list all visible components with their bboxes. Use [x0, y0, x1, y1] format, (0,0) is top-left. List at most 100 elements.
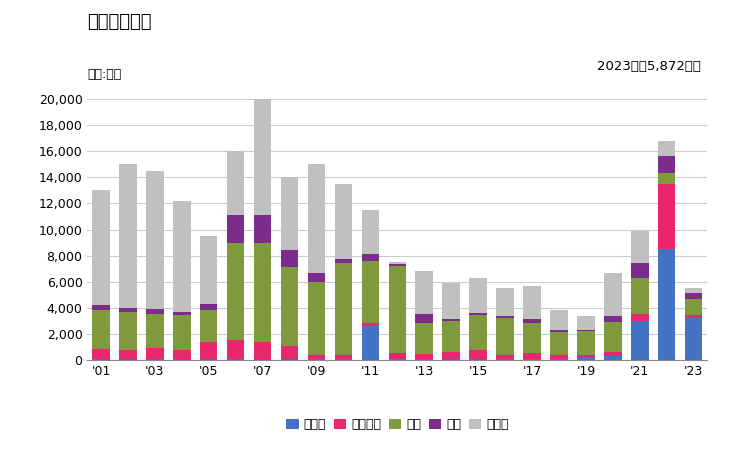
Bar: [227, 243, 244, 341]
Bar: [200, 304, 217, 310]
Bar: [92, 190, 109, 305]
Bar: [658, 157, 676, 173]
Bar: [335, 359, 352, 360]
Text: 単位:トン: 単位:トン: [87, 68, 122, 81]
Bar: [685, 318, 703, 360]
Bar: [685, 299, 703, 315]
Bar: [604, 321, 622, 351]
Bar: [631, 315, 649, 321]
Bar: [685, 288, 703, 293]
Bar: [362, 210, 379, 254]
Bar: [416, 354, 433, 359]
Bar: [496, 316, 514, 318]
Bar: [550, 356, 568, 359]
Bar: [119, 164, 136, 308]
Bar: [443, 359, 460, 360]
Bar: [577, 357, 595, 360]
Bar: [604, 315, 622, 321]
Bar: [469, 315, 487, 350]
Legend: インド, ベトナム, 中国, 台湾, その他: インド, ベトナム, 中国, 台湾, その他: [281, 413, 513, 436]
Bar: [389, 266, 406, 354]
Text: 2023年：5,872トン: 2023年：5,872トン: [597, 60, 701, 73]
Bar: [308, 164, 325, 273]
Bar: [550, 310, 568, 330]
Bar: [416, 359, 433, 360]
Bar: [685, 293, 703, 299]
Bar: [173, 202, 190, 312]
Bar: [308, 282, 325, 355]
Bar: [173, 315, 190, 350]
Bar: [577, 329, 595, 331]
Bar: [254, 34, 271, 215]
Bar: [227, 359, 244, 360]
Bar: [281, 267, 298, 346]
Bar: [469, 350, 487, 359]
Bar: [604, 356, 622, 360]
Bar: [658, 173, 676, 184]
Bar: [335, 184, 352, 259]
Bar: [173, 350, 190, 360]
Bar: [416, 271, 433, 315]
Bar: [550, 330, 568, 332]
Bar: [416, 315, 433, 323]
Bar: [389, 359, 406, 360]
Bar: [631, 263, 649, 278]
Bar: [146, 348, 163, 359]
Bar: [685, 315, 703, 318]
Bar: [631, 231, 649, 263]
Bar: [523, 319, 541, 324]
Bar: [335, 355, 352, 359]
Bar: [523, 286, 541, 319]
Bar: [631, 278, 649, 315]
Bar: [119, 308, 136, 312]
Bar: [227, 215, 244, 243]
Bar: [443, 352, 460, 359]
Bar: [119, 359, 136, 360]
Bar: [335, 259, 352, 263]
Bar: [92, 310, 109, 349]
Bar: [604, 351, 622, 356]
Bar: [146, 315, 163, 348]
Bar: [146, 171, 163, 309]
Bar: [389, 262, 406, 264]
Bar: [281, 359, 298, 360]
Bar: [281, 177, 298, 250]
Bar: [227, 151, 244, 215]
Bar: [335, 263, 352, 355]
Bar: [173, 312, 190, 315]
Bar: [200, 236, 217, 304]
Bar: [254, 243, 271, 342]
Bar: [443, 283, 460, 319]
Bar: [281, 346, 298, 359]
Bar: [119, 312, 136, 350]
Bar: [496, 355, 514, 360]
Bar: [389, 264, 406, 266]
Bar: [281, 250, 298, 267]
Bar: [362, 324, 379, 326]
Bar: [550, 332, 568, 356]
Bar: [362, 326, 379, 360]
Bar: [496, 318, 514, 355]
Bar: [658, 141, 676, 157]
Bar: [631, 321, 649, 360]
Text: 輸出量の推移: 輸出量の推移: [87, 14, 152, 32]
Bar: [119, 350, 136, 359]
Bar: [308, 355, 325, 360]
Bar: [200, 342, 217, 360]
Bar: [254, 359, 271, 360]
Bar: [469, 278, 487, 313]
Bar: [550, 359, 568, 360]
Bar: [389, 354, 406, 359]
Bar: [416, 323, 433, 354]
Bar: [496, 288, 514, 316]
Bar: [308, 273, 325, 282]
Bar: [443, 321, 460, 352]
Bar: [469, 359, 487, 360]
Bar: [92, 305, 109, 310]
Bar: [443, 319, 460, 321]
Bar: [362, 254, 379, 261]
Bar: [577, 316, 595, 329]
Bar: [658, 249, 676, 360]
Bar: [146, 359, 163, 360]
Bar: [254, 342, 271, 359]
